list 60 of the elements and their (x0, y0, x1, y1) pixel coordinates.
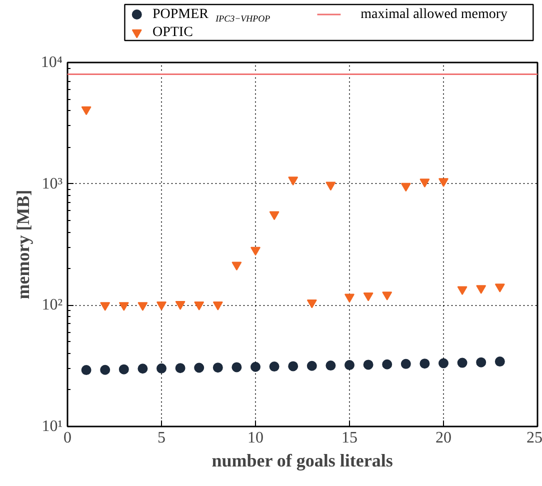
legend-label: OPTIC (152, 25, 193, 40)
x-tick-label: 10 (248, 430, 264, 446)
point (269, 362, 280, 372)
point (382, 359, 392, 370)
x-tick-label: 25 (526, 430, 542, 446)
point (118, 364, 129, 374)
y-tick-label: 10⁴ (40, 54, 63, 71)
point (156, 363, 166, 374)
y-tick-label: 10² (42, 296, 63, 314)
point (326, 182, 336, 191)
point (438, 178, 448, 187)
point (494, 284, 505, 292)
point (250, 362, 260, 372)
point (288, 176, 298, 186)
point (232, 362, 242, 372)
y-tick-label: 10³ (42, 175, 63, 192)
point (250, 246, 260, 256)
x-axis-title: number of goals literals (212, 450, 393, 470)
point (344, 294, 354, 303)
point (457, 358, 468, 368)
point (306, 300, 317, 308)
y-tick-label: 10¹ (42, 418, 63, 435)
point (420, 358, 430, 369)
point (476, 357, 486, 368)
point (269, 211, 280, 220)
point (194, 302, 204, 310)
point (288, 361, 298, 372)
point (138, 364, 148, 374)
point (156, 302, 166, 310)
x-tick-label: 20 (436, 430, 452, 446)
point (494, 356, 505, 367)
point (175, 363, 186, 374)
x-tick-label: 15 (342, 430, 358, 446)
point (363, 360, 374, 370)
point (212, 302, 223, 310)
x-tick-label: 5 (158, 430, 166, 446)
point (212, 362, 223, 373)
point (138, 302, 148, 311)
x-tick-label: 0 (64, 430, 72, 446)
point (175, 301, 186, 310)
point (118, 302, 129, 311)
point (400, 182, 411, 192)
point (344, 360, 354, 370)
point (382, 292, 392, 300)
point (81, 365, 92, 376)
legend-label: maximal allowed memory (360, 7, 508, 22)
point (194, 362, 204, 373)
point (363, 292, 374, 302)
point (232, 262, 242, 271)
point (326, 360, 336, 371)
point (476, 285, 486, 294)
point (100, 364, 110, 375)
point (306, 360, 317, 371)
point (457, 286, 468, 296)
point (100, 302, 110, 311)
point (438, 358, 448, 368)
y-axis-title: memory [MB] (12, 190, 33, 300)
point (420, 178, 430, 188)
point (81, 106, 92, 116)
point (400, 358, 411, 369)
